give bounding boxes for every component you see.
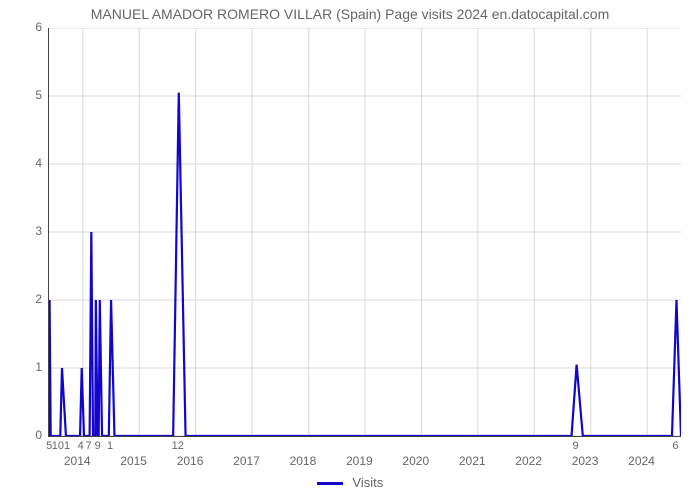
x-tick-label: 2014	[64, 454, 91, 468]
y-tick-label: 1	[12, 360, 42, 374]
y-tick-label: 0	[12, 428, 42, 442]
chart-svg	[49, 28, 681, 436]
x-top-tick-label: 6	[672, 440, 678, 452]
x-top-tick-label: 1	[107, 440, 113, 452]
x-tick-label: 2020	[402, 454, 429, 468]
x-top-tick-label: 7 9	[85, 440, 100, 452]
x-top-tick-label: 101	[52, 440, 70, 452]
x-tick-label: 2024	[628, 454, 655, 468]
x-top-tick-label: 9	[573, 440, 579, 452]
y-tick-label: 2	[12, 292, 42, 306]
legend-swatch	[317, 482, 343, 485]
x-tick-label: 2022	[515, 454, 542, 468]
x-tick-label: 2018	[290, 454, 317, 468]
chart-title: MANUEL AMADOR ROMERO VILLAR (Spain) Page…	[0, 6, 700, 22]
x-tick-label: 2015	[120, 454, 147, 468]
x-tick-label: 2023	[572, 454, 599, 468]
y-tick-label: 3	[12, 224, 42, 238]
x-tick-label: 2021	[459, 454, 486, 468]
plot-area	[48, 28, 681, 437]
y-tick-label: 5	[12, 88, 42, 102]
y-tick-label: 6	[12, 20, 42, 34]
x-top-tick-label: 4	[78, 440, 84, 452]
y-tick-label: 4	[12, 156, 42, 170]
x-tick-label: 2016	[177, 454, 204, 468]
x-tick-label: 2017	[233, 454, 260, 468]
legend-label: Visits	[352, 475, 383, 490]
visits-chart: MANUEL AMADOR ROMERO VILLAR (Spain) Page…	[0, 0, 700, 500]
x-tick-label: 2019	[346, 454, 373, 468]
chart-legend: Visits	[0, 475, 700, 490]
x-top-tick-label: 12	[172, 440, 184, 452]
